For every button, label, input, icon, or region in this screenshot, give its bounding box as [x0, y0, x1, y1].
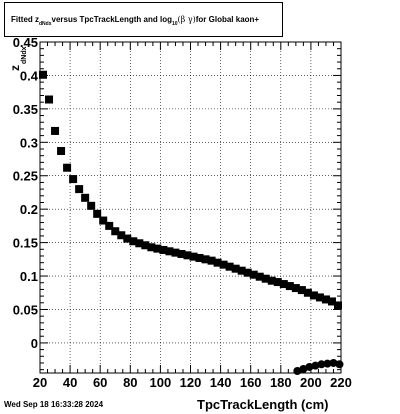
tick-labels: 20 40 60 80 100 120 140 160 180 200 220 0 0.05 0.1 0.1… — [13, 35, 352, 390]
data-point-square — [333, 301, 342, 310]
y-tick-label: 0.25 — [13, 169, 38, 184]
x-tick-label: 60 — [93, 375, 107, 390]
data-point-circle — [305, 362, 314, 371]
y-axis-title-sub: dNdx — [21, 46, 28, 64]
data-point-circle — [329, 358, 338, 367]
data-point-square — [117, 231, 126, 240]
title-middle: versus TpcTrackLength and log — [51, 15, 172, 24]
x-tick-label: 140 — [210, 375, 232, 390]
data-point-square — [63, 163, 72, 172]
y-axis-title: z dNdx — [8, 46, 28, 71]
data-point-square — [129, 237, 138, 246]
data-point-square — [93, 209, 102, 218]
data-point-square — [249, 270, 258, 279]
data-marks — [39, 70, 344, 375]
data-point-square — [177, 249, 186, 258]
title-suffix: for Global kaon+ — [195, 15, 260, 24]
data-point-square — [51, 126, 60, 135]
data-point-square — [303, 288, 312, 297]
data-point-square — [183, 251, 192, 260]
data-point-square — [219, 260, 228, 269]
data-point-square — [291, 284, 300, 293]
data-point-square — [279, 280, 288, 289]
data-point-square — [309, 291, 318, 300]
grid-lines — [39, 41, 342, 373]
data-point-square — [171, 248, 180, 257]
x-tick-label: 80 — [123, 375, 137, 390]
x-tick-label: 20 — [33, 375, 47, 390]
y-tick-label: 0.3 — [20, 135, 38, 150]
data-point-circle — [317, 360, 326, 369]
y-tick-label: 0.45 — [13, 35, 38, 50]
data-point-square — [45, 95, 54, 104]
y-tick-label: 0 — [31, 336, 38, 351]
data-point-circle — [335, 360, 344, 369]
data-point-square — [213, 258, 222, 267]
data-point-square — [207, 256, 216, 265]
x-tick-label: 120 — [180, 375, 202, 390]
data-point-square — [135, 239, 144, 248]
chart-title: Fitted z dNdx versus TpcTrackLength and … — [4, 2, 283, 37]
x-tick-label: 220 — [330, 375, 352, 390]
axis-ticks — [39, 41, 342, 373]
data-point-square — [297, 286, 306, 295]
x-tick-label: 100 — [150, 375, 172, 390]
data-point-square — [147, 243, 156, 252]
data-point-square — [159, 245, 168, 254]
title-beta-gamma: (β γ) — [177, 15, 196, 24]
y-tick-label: 0.1 — [20, 269, 38, 284]
data-point-circle — [323, 359, 332, 368]
data-point-square — [261, 274, 270, 283]
data-point-square — [141, 241, 150, 250]
title-z-subscript: dNdx — [39, 20, 52, 27]
data-point-square — [99, 216, 108, 225]
data-point-square — [57, 146, 66, 155]
timestamp: Wed Sep 18 16:33:28 2024 — [4, 400, 104, 409]
data-point-square — [153, 244, 162, 253]
title-log-subscript: 10 — [171, 20, 178, 27]
y-axis-title-main: z — [8, 65, 22, 71]
y-tick-label: 0.05 — [13, 302, 38, 317]
data-point-square — [75, 185, 84, 194]
data-point-square — [123, 234, 132, 243]
data-point-square — [195, 253, 204, 262]
data-point-square — [237, 266, 246, 275]
data-point-square — [255, 272, 264, 281]
y-tick-label: 0.15 — [13, 236, 38, 251]
data-point-square — [267, 276, 276, 285]
data-point-square — [315, 293, 324, 302]
data-point-square — [189, 252, 198, 261]
data-point-square — [285, 282, 294, 291]
data-point-square — [69, 175, 78, 184]
data-point-square — [243, 268, 252, 277]
x-axis-title: TpcTrackLength (cm) — [197, 397, 329, 412]
data-point-square — [81, 193, 90, 202]
data-point-square — [201, 255, 210, 264]
data-point-circle — [299, 364, 308, 373]
data-point-circle — [293, 366, 302, 375]
data-point-circle — [311, 361, 320, 370]
data-point-square — [111, 227, 120, 236]
data-point-square — [225, 262, 234, 271]
data-point-square — [321, 295, 330, 304]
y-tick-label: 0.4 — [20, 68, 39, 83]
x-tick-label: 200 — [300, 375, 322, 390]
data-point-square — [165, 247, 174, 256]
data-point-square — [327, 297, 336, 306]
y-tick-label: 0.2 — [20, 202, 38, 217]
x-tick-label: 40 — [63, 375, 77, 390]
data-point-square — [39, 70, 48, 79]
data-point-square — [87, 201, 96, 210]
data-point-square — [105, 221, 114, 230]
data-point-square — [231, 264, 240, 273]
x-tick-label: 180 — [270, 375, 292, 390]
y-tick-label: 0.35 — [13, 102, 38, 117]
data-point-square — [273, 278, 282, 287]
title-prefix: Fitted z — [11, 15, 39, 24]
x-tick-label: 160 — [240, 375, 262, 390]
